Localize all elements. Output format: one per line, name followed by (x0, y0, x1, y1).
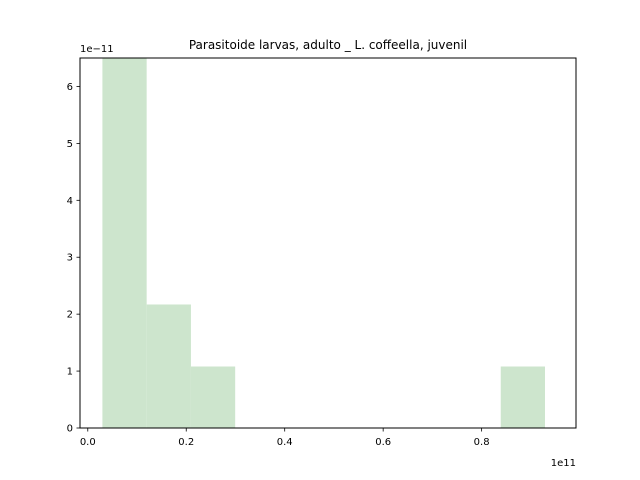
x-axis-ticks: 0.0 0.2 0.4 0.6 0.8 (80, 428, 490, 448)
histogram-bar (146, 304, 191, 428)
plot-frame (79, 57, 577, 429)
x-tick-label: 0.6 (375, 437, 391, 448)
y-tick-label: 1 (67, 367, 73, 378)
x-tick-label: 0.8 (474, 437, 490, 448)
y-axis-ticks: 0 1 2 3 4 5 6 (67, 82, 80, 435)
y-tick-label: 2 (67, 310, 73, 321)
y-tick-label: 0 (67, 424, 73, 435)
x-tick-label: 0.2 (178, 437, 194, 448)
bars-group (102, 58, 545, 428)
x-axis-offset-label: 1e11 (551, 458, 576, 469)
y-tick-label: 5 (67, 139, 73, 150)
histogram-bar (102, 58, 147, 428)
y-tick-label: 4 (67, 196, 73, 207)
histogram-bar (500, 366, 545, 428)
y-axis-offset-label: 1e−11 (80, 44, 114, 55)
y-tick-label: 6 (67, 82, 73, 93)
y-tick-label: 3 (67, 253, 73, 264)
chart-title: Parasitoide larvas, adulto _ L. coffeell… (189, 38, 467, 52)
x-tick-label: 0.4 (277, 437, 293, 448)
x-tick-label: 0.0 (80, 437, 96, 448)
histogram-bar (190, 366, 236, 428)
